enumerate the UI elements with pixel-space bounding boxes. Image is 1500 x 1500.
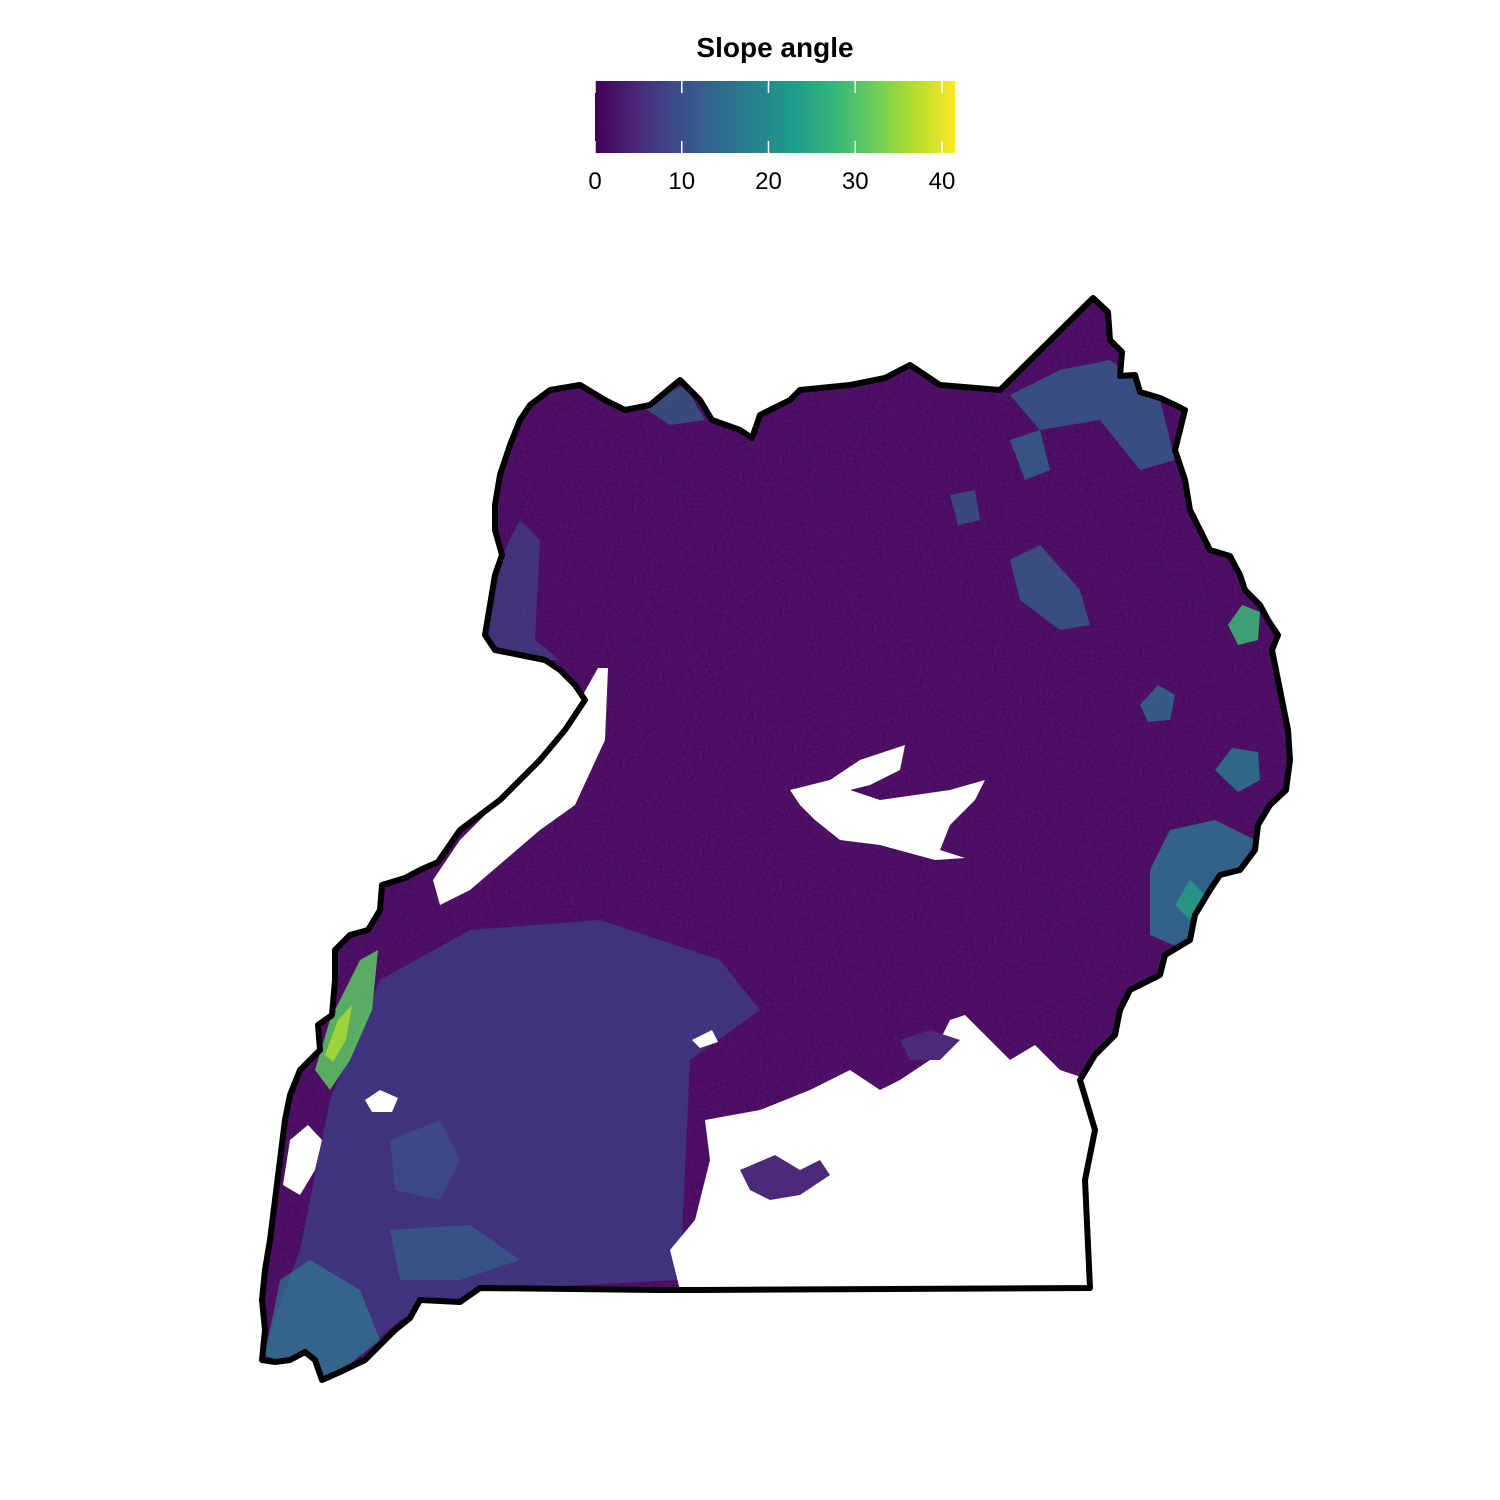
lake-george — [365, 1090, 398, 1112]
colorbar-gradient — [595, 81, 955, 153]
slope-zone-elgon-peak — [1175, 880, 1205, 920]
islands-east — [900, 1030, 960, 1060]
country-outline — [259, 295, 1293, 1383]
colorbar-tick-label-30: 30 — [841, 168, 869, 195]
slope-zone-moroto — [1215, 748, 1260, 792]
slope-zone-karamoja-ridge — [1010, 545, 1090, 630]
slope-zone-northeast-2 — [1010, 430, 1050, 480]
colorbar-ticks — [595, 81, 943, 153]
lake-kyoga — [790, 745, 985, 860]
slope-zone-karamoja-ridge-2 — [950, 490, 980, 525]
legend-title: Slope angle — [696, 32, 854, 63]
islands-ssese — [740, 1155, 830, 1200]
slope-zone-elgon — [1150, 820, 1255, 950]
slope-zone-west-mid — [390, 1120, 460, 1200]
lake-small-1 — [692, 1030, 718, 1048]
colorbar-tick-label-0: 0 — [588, 168, 602, 195]
slope-zone-northeast — [1010, 360, 1175, 470]
slope-zone-rwenzori-peak — [325, 1005, 352, 1062]
lake-edward — [283, 1125, 322, 1195]
slope-zone-kadam — [1228, 605, 1260, 645]
colorbar-tick-label-10: 10 — [668, 168, 696, 195]
colorbar-tick-label-20: 20 — [755, 168, 782, 195]
colorbar — [595, 81, 955, 153]
colorbar-tick-label-40: 40 — [928, 168, 956, 195]
raster-layer — [262, 298, 1290, 1380]
slope-zone-southwest — [262, 920, 760, 1380]
slope-zone-southwest-2 — [390, 1225, 520, 1280]
legend: Slope angle 0 10 20 30 40 — [560, 28, 990, 208]
slope-zone-napak — [1140, 685, 1175, 722]
slope-zone-north-rim — [640, 385, 705, 425]
slope-zone-southwest-high — [265, 1260, 380, 1380]
lake-victoria — [670, 1015, 1095, 1290]
